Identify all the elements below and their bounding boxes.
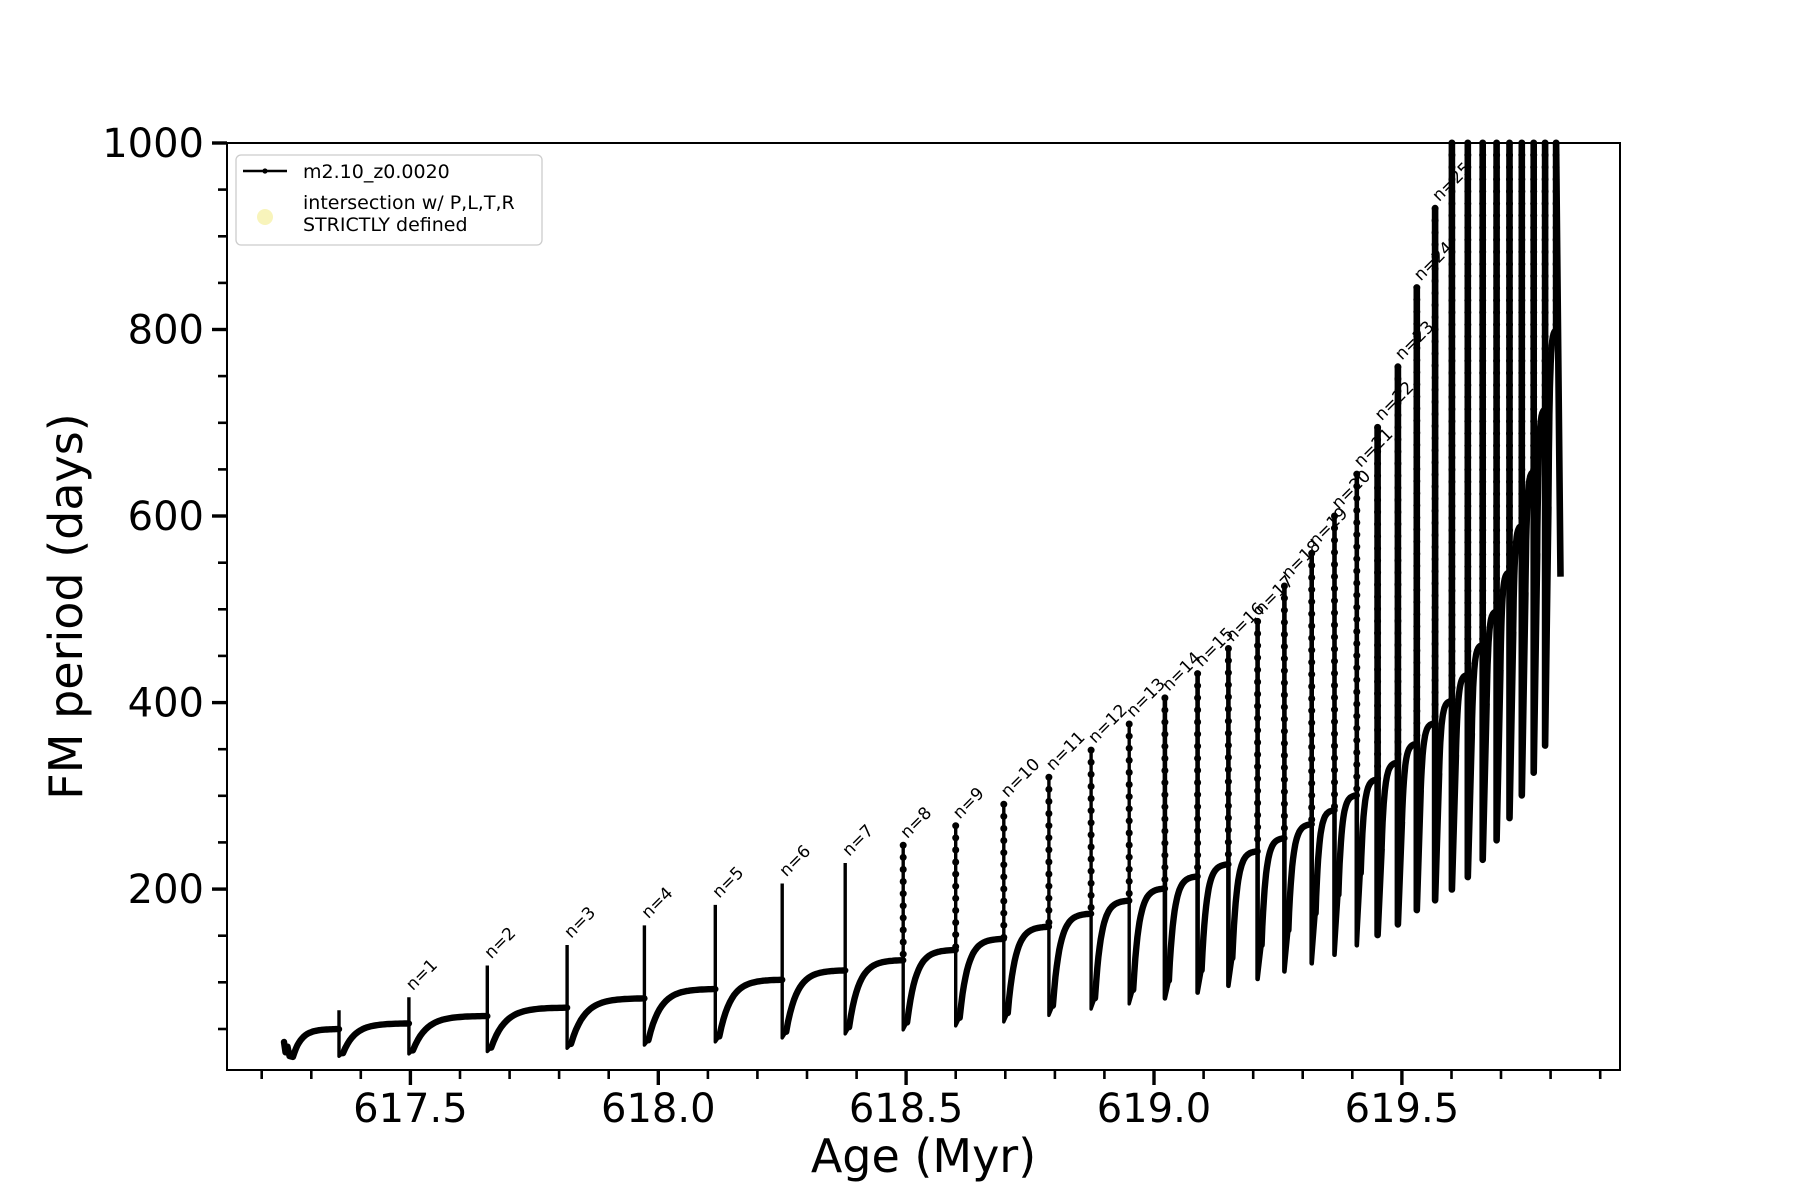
legend-label-intersection-line2: STRICTLY defined [303, 214, 468, 236]
x-axis: 617.5 618.0 618.5 619.0 619.5 [260, 1070, 1602, 1132]
legend: m2.10_z0.0020 intersection w/ P,L,T,RSTRI… [235, 154, 543, 246]
legend-line-marker-icon [262, 168, 268, 174]
legend-label-intersection-line1: intersection w/ P,L,T,R [303, 192, 515, 214]
x-tick-label-619.5: 619.5 [1345, 1086, 1460, 1132]
legend-intersection-marker-icon [257, 209, 273, 225]
y-axis-title: FM period (days) [39, 413, 93, 799]
x-tick-label-618.0: 618.0 [601, 1086, 716, 1132]
y-tick-label-400: 400 [128, 681, 204, 727]
axes-frame [226, 142, 1621, 1071]
x-axis-title: Age (Myr) [811, 1129, 1036, 1183]
x-tick-label-618.5: 618.5 [849, 1086, 964, 1132]
y-tick-label-1000: 1000 [102, 121, 204, 167]
y-tick-label-800: 800 [128, 308, 204, 354]
y-tick-label-200: 200 [128, 867, 204, 913]
x-tick-label-617.5: 617.5 [353, 1086, 468, 1132]
x-tick-label-619.0: 619.0 [1097, 1086, 1212, 1132]
series-spike-markers [899, 139, 1560, 964]
legend-label-series: m2.10_z0.0020 [303, 161, 450, 183]
y-axis: 200 400 600 800 1000 [102, 121, 227, 1031]
y-tick-label-600: 600 [128, 494, 204, 540]
axes-background [227, 143, 1620, 1070]
series-line-m2.10_z0.0020 [280, 327, 1560, 1061]
legend-box [235, 154, 543, 246]
